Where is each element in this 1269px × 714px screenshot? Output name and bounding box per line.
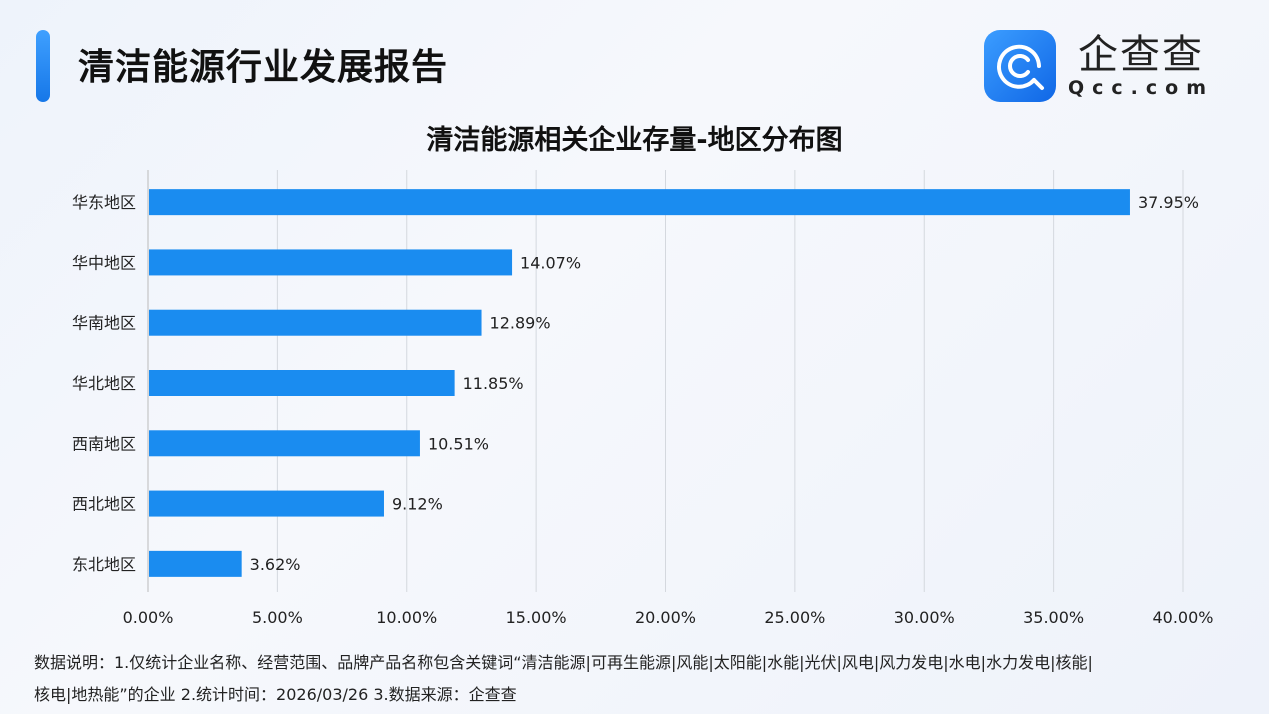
title-accent-bar <box>36 30 50 102</box>
bar <box>149 249 513 276</box>
y-category-label: 华中地区 <box>72 253 136 272</box>
y-category-label: 华北地区 <box>72 374 136 393</box>
logo-text-cn: 企查查 <box>1078 32 1204 78</box>
data-note-line-1: 数据说明：1.仅统计企业名称、经营范围、品牌产品名称包含关键词“清洁能源|可再生… <box>34 653 1093 672</box>
x-tick-label: 40.00% <box>1152 608 1213 627</box>
x-tick-label: 0.00% <box>123 608 174 627</box>
x-tick-label: 10.00% <box>376 608 437 627</box>
x-tick-label: 15.00% <box>506 608 567 627</box>
y-category-label: 西南地区 <box>72 434 136 453</box>
bar <box>149 309 482 336</box>
bar <box>149 550 242 577</box>
bar <box>149 370 455 396</box>
x-tick-label: 30.00% <box>894 608 955 627</box>
qcc-logo-icon <box>984 30 1056 102</box>
data-label: 37.95% <box>1138 193 1199 212</box>
qcc-logo: 企查查 Qcc.com <box>984 30 1214 102</box>
x-tick-label: 20.00% <box>635 608 696 627</box>
y-category-label: 华南地区 <box>72 314 136 333</box>
page-title: 清洁能源行业发展报告 <box>78 47 449 88</box>
x-tick-label: 35.00% <box>1023 608 1084 627</box>
logo-text-en: Qcc.com <box>1068 77 1215 99</box>
x-tick-label: 5.00% <box>252 608 303 627</box>
y-category-label: 东北地区 <box>72 555 136 574</box>
bar <box>149 430 420 457</box>
y-category-label: 华东地区 <box>72 193 136 212</box>
data-label: 3.62% <box>250 555 301 574</box>
data-label: 11.85% <box>463 374 524 393</box>
y-category-label: 西北地区 <box>72 495 136 514</box>
bar-chart: 0.00% 5.00% 10.00% 15.00% 20.00% 25.00% 30.00%… <box>72 170 1214 627</box>
x-tick-label: 25.00% <box>764 608 825 627</box>
bar <box>149 189 1130 216</box>
data-label: 10.51% <box>428 434 489 453</box>
bar <box>149 490 384 517</box>
data-label: 14.07% <box>520 253 581 272</box>
data-label: 9.12% <box>392 495 443 514</box>
data-label: 12.89% <box>490 314 551 333</box>
data-note-line-2: 核电|地热能”的企业 2.统计时间：2026/03/26 3.数据来源：企查查 <box>34 685 517 704</box>
chart-title: 清洁能源相关企业存量-地区分布图 <box>426 125 843 156</box>
